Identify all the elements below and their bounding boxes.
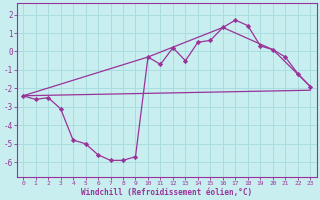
X-axis label: Windchill (Refroidissement éolien,°C): Windchill (Refroidissement éolien,°C) (81, 188, 252, 197)
